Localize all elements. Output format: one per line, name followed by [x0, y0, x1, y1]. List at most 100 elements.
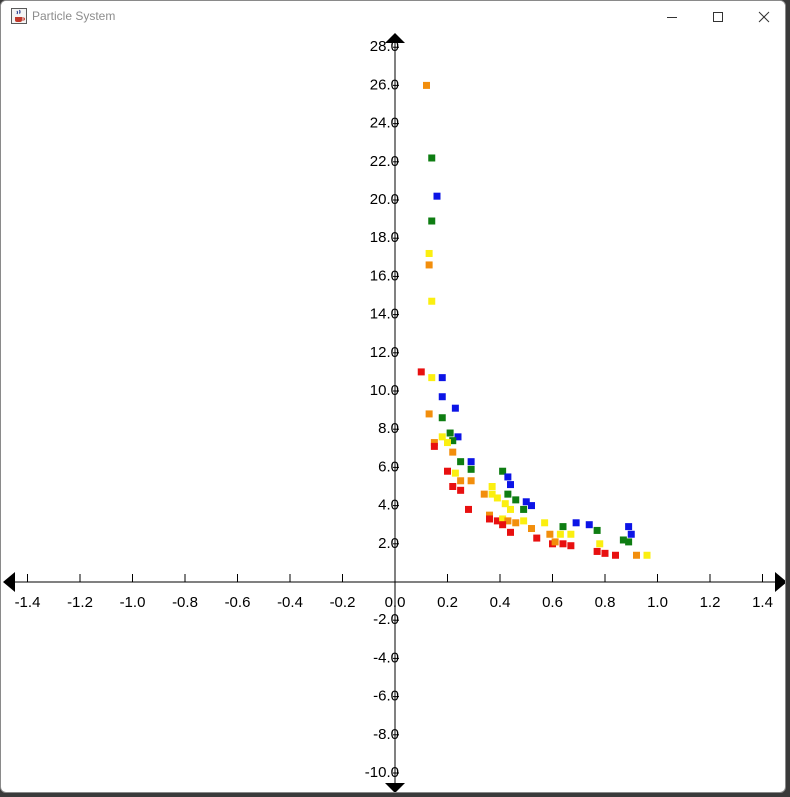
x-ticks: -1.4 -1.2 -1.0 -0.8 -0.6 -0.4 -0.2 0.0 0.2 0.4 0.6…	[15, 574, 773, 611]
y-tick-label: 24.0	[370, 115, 399, 132]
particle-yellow	[541, 519, 549, 527]
particle-yellow	[499, 515, 507, 523]
particle-yellow	[520, 517, 528, 525]
particle-orange	[423, 81, 430, 89]
particle-blue	[438, 393, 446, 401]
particle-orange	[504, 517, 512, 525]
x-axis-right-arrow-icon	[775, 572, 785, 592]
particle-orange	[467, 477, 475, 485]
particle-orange	[480, 490, 488, 498]
x-axis-left-arrow-icon	[3, 572, 15, 592]
y-tick-label: 16.0	[370, 267, 399, 284]
x-tick-label: -0.2	[330, 594, 356, 611]
java-coffee-icon	[11, 8, 27, 24]
title-bar[interactable]: Particle System	[1, 1, 785, 32]
y-tick-label: 6.0	[378, 458, 399, 475]
particle-red	[601, 549, 609, 557]
y-tick-label: 28.0	[370, 38, 399, 55]
y-axis-down-arrow-icon	[385, 783, 405, 792]
particle-red	[559, 540, 567, 548]
y-tick-label: -8.0	[373, 726, 399, 743]
particle-red	[465, 505, 472, 513]
x-tick-label: -1.0	[120, 594, 146, 611]
particle-green	[619, 536, 627, 544]
y-tick-label: -2.0	[373, 611, 399, 628]
y-axis-up-arrow-icon	[385, 33, 405, 43]
y-tick-label: 22.0	[370, 153, 399, 170]
particle-red	[444, 467, 451, 475]
x-tick-label: 0.2	[437, 594, 458, 611]
particle-red	[533, 534, 541, 542]
particle-orange	[486, 511, 493, 519]
particle-red	[430, 442, 438, 450]
particle-green	[438, 414, 446, 422]
particle-green	[625, 538, 633, 546]
particle-orange	[546, 530, 554, 538]
particle-yellow	[507, 505, 514, 513]
particle-blue	[433, 192, 441, 200]
particle-yellow	[488, 483, 496, 490]
particle-green	[512, 496, 520, 504]
particle-green	[499, 467, 507, 475]
particle-blue	[585, 521, 593, 529]
window-title: Particle System	[32, 9, 116, 23]
axes	[3, 33, 785, 792]
particle-green	[504, 490, 512, 498]
x-tick-label: 0.8	[595, 594, 616, 611]
maximize-button[interactable]	[695, 1, 741, 32]
close-icon	[758, 11, 770, 22]
particle-orange	[551, 538, 559, 546]
particle-orange	[449, 448, 457, 456]
x-tick-label: 0.0	[385, 594, 406, 611]
particle-orange	[512, 519, 520, 527]
particle-red	[486, 515, 493, 523]
particle-yellow	[556, 530, 564, 538]
particle-yellow	[567, 530, 575, 538]
particle-yellow	[596, 540, 604, 548]
minimize-button[interactable]	[649, 1, 695, 32]
particle-blue	[454, 433, 462, 441]
particle-red	[417, 368, 425, 376]
y-tick-label: -4.0	[373, 649, 399, 666]
close-button[interactable]	[741, 1, 785, 32]
x-tick-label: 1.0	[647, 594, 668, 611]
particle-red	[593, 547, 601, 555]
particle-green	[457, 458, 465, 466]
x-tick-label: 1.4	[752, 594, 773, 611]
particle-canvas[interactable]: -1.4 -1.2 -1.0 -0.8 -0.6 -0.4 -0.2 0.0 0.2 0.4 0.6…	[1, 32, 786, 793]
particles	[417, 81, 651, 559]
particle-green	[428, 217, 436, 225]
particle-blue	[625, 523, 633, 531]
y-tick-label: 26.0	[370, 76, 399, 93]
x-tick-label: 0.6	[542, 594, 563, 611]
particle-red	[449, 483, 457, 490]
particle-orange	[425, 410, 433, 418]
particle-yellow	[428, 374, 436, 382]
particle-yellow	[428, 297, 436, 305]
particle-orange	[457, 477, 465, 485]
y-tick-label: -10.0	[365, 764, 399, 781]
particle-orange	[633, 551, 640, 559]
y-tick-label: 20.0	[370, 191, 399, 208]
particle-blue	[451, 404, 459, 412]
x-tick-label: -0.8	[172, 594, 198, 611]
particle-blue	[504, 473, 512, 481]
x-tick-label: -1.2	[67, 594, 93, 611]
particle-yellow	[451, 469, 459, 477]
particle-yellow	[425, 249, 433, 257]
x-tick-label: 0.4	[490, 594, 511, 611]
y-tick-label: 18.0	[370, 229, 399, 246]
particle-yellow	[493, 494, 501, 502]
x-tick-label: 1.2	[700, 594, 721, 611]
y-tick-label: -6.0	[373, 688, 399, 705]
maximize-icon	[713, 11, 723, 22]
particle-red	[457, 486, 465, 494]
particle-green	[559, 523, 567, 531]
particle-blue	[438, 374, 446, 382]
particle-green	[467, 465, 475, 473]
y-tick-label: 10.0	[370, 382, 399, 399]
particle-yellow	[643, 551, 651, 559]
particle-yellow	[488, 490, 496, 498]
particle-blue	[528, 502, 535, 510]
